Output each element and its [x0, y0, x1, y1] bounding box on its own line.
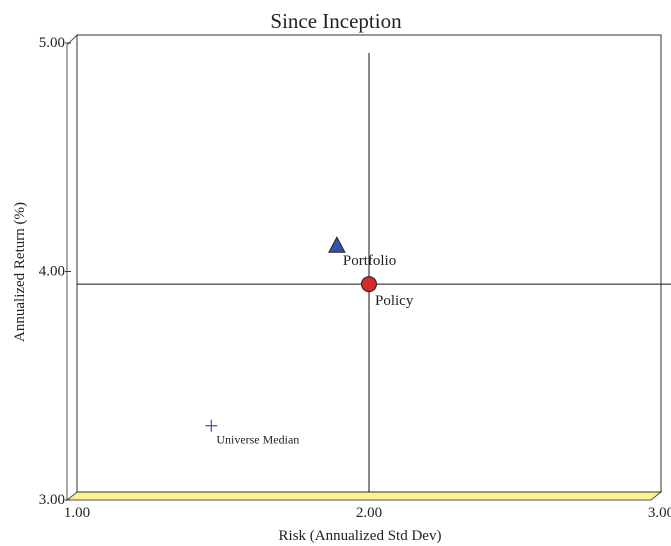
axis-ticks: 1.00 2.00 3.00 3.00 4.00 5.00: [39, 35, 671, 521]
universe-median-marker: [205, 419, 218, 432]
universe-median-label: Universe Median: [216, 433, 299, 447]
x-axis-label: Risk (Annualized Std Dev): [279, 528, 442, 544]
x-tick-label: 2.00: [356, 505, 382, 521]
policy-label: Policy: [375, 293, 414, 309]
data-points: Portfolio Policy Universe Median: [205, 236, 414, 447]
chart-title: Since Inception: [270, 9, 402, 33]
portfolio-label: Portfolio: [343, 253, 396, 269]
y-tick-label: 4.00: [39, 264, 65, 280]
x-tick-label: 1.00: [64, 505, 90, 521]
y-tick-label: 3.00: [39, 492, 65, 508]
x-tick-label: 3.00: [648, 505, 671, 521]
plot-floor: [65, 491, 663, 501]
plot-left-wall: [66, 33, 78, 502]
y-axis-label: Annualized Return (%): [12, 202, 28, 342]
portfolio-marker: [328, 236, 346, 253]
y-tick-label: 5.00: [39, 35, 65, 51]
policy-marker: [361, 276, 377, 293]
